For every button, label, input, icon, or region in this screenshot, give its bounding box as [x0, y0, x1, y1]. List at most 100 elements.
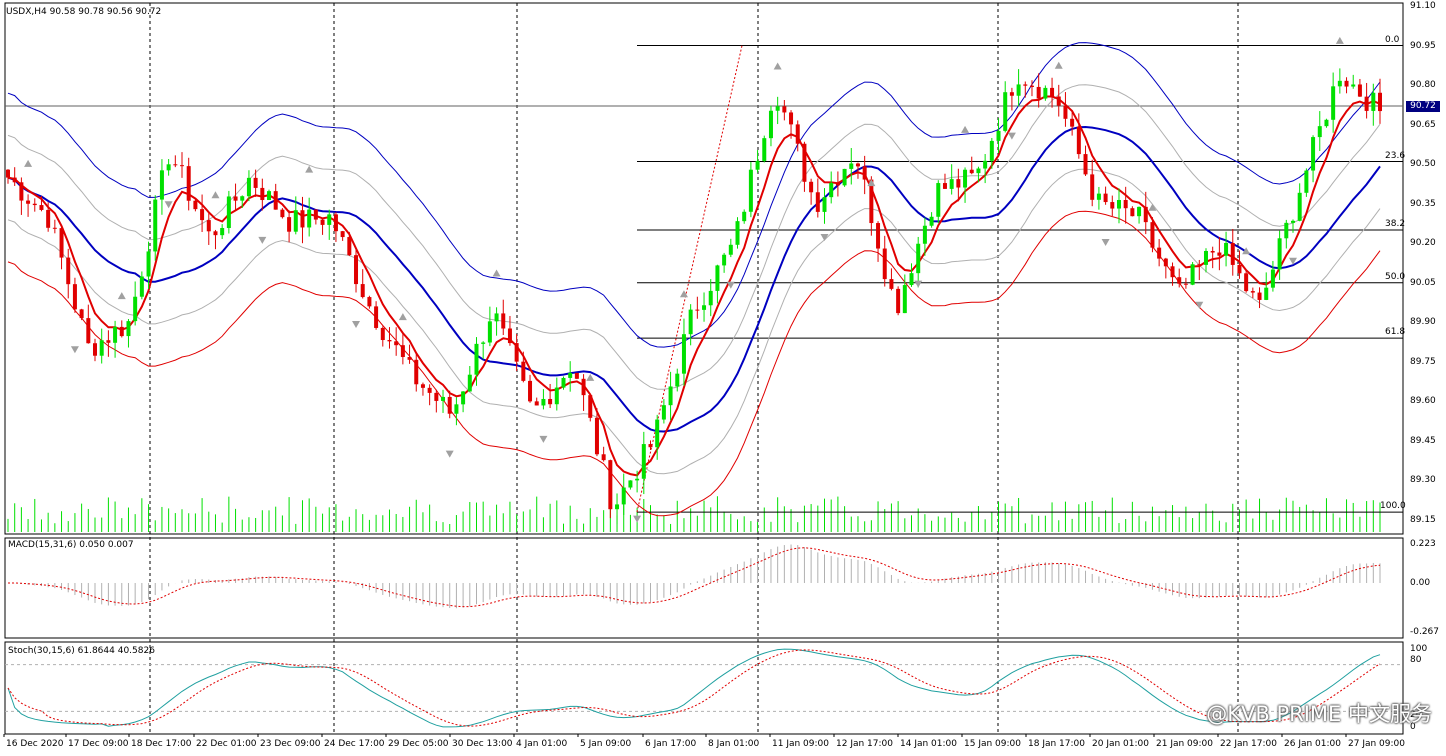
- fractal-up-arrow: [586, 373, 595, 381]
- candle-body: [521, 361, 526, 381]
- candle-body: [6, 169, 10, 178]
- candle-body: [1344, 80, 1349, 87]
- candle-body: [394, 341, 399, 346]
- candle-body: [1324, 119, 1329, 127]
- candle-body: [708, 290, 713, 306]
- candle-body: [1137, 206, 1142, 217]
- bollinger-upper: [7, 42, 1381, 348]
- candle-body: [1297, 192, 1302, 221]
- fib-level-label: 38.2: [1385, 219, 1406, 230]
- candle-body: [1116, 199, 1121, 209]
- candle-body: [220, 228, 225, 236]
- candle-body: [293, 210, 298, 232]
- time-tick: 22 Dec 01:00: [196, 739, 257, 749]
- candle-body: [534, 401, 539, 406]
- time-tick: 14 Jan 01:00: [900, 739, 957, 749]
- candle-body: [146, 251, 151, 277]
- candle-body: [1197, 264, 1202, 266]
- price-tick: 89.30: [1410, 475, 1436, 486]
- candle-body: [119, 326, 124, 337]
- fractal-down-arrow: [539, 435, 548, 443]
- price-tick: 90.05: [1410, 277, 1436, 288]
- time-tick: 18 Dec 17:00: [131, 739, 192, 749]
- candle-body: [748, 169, 753, 212]
- candle-body: [561, 377, 566, 388]
- candle-body: [1230, 242, 1235, 265]
- candle-body: [267, 191, 272, 201]
- fib-level-label: 50.0: [1385, 271, 1406, 282]
- candle-body: [1203, 251, 1208, 265]
- candle-body: [501, 313, 506, 329]
- candle-body: [1083, 154, 1088, 175]
- candle-body: [722, 254, 727, 266]
- candle-body: [1070, 118, 1075, 127]
- candle-body: [434, 392, 439, 401]
- candle-body: [126, 321, 131, 337]
- candle-body: [374, 306, 379, 328]
- time-tick: 27 Jan 09:00: [1348, 739, 1405, 749]
- candle-body: [615, 504, 620, 510]
- candle-body: [1210, 251, 1215, 253]
- stoch-tick: 100: [1410, 644, 1428, 654]
- candle-body: [929, 216, 934, 226]
- candle-body: [233, 196, 238, 201]
- candle-body: [487, 321, 492, 343]
- time-tick: 18 Jan 17:00: [1028, 739, 1085, 749]
- candle-body: [1244, 273, 1249, 292]
- candle-body: [32, 203, 37, 206]
- macd-pane-frame: [4, 537, 1404, 639]
- time-tick: 15 Jan 09:00: [964, 739, 1021, 749]
- time-tick: 23 Dec 09:00: [260, 739, 321, 749]
- candle-body: [661, 405, 666, 420]
- candle-body: [1290, 220, 1295, 223]
- fractal-up-arrow: [1148, 203, 1157, 211]
- candle-body: [1103, 193, 1108, 203]
- candle-body: [1217, 252, 1222, 256]
- time-tick: 21 Jan 09:00: [1156, 739, 1213, 749]
- macd-tick: 0.223: [1410, 539, 1436, 549]
- candle-body: [942, 183, 947, 189]
- candle-body: [1063, 105, 1068, 119]
- candle-body: [93, 343, 98, 356]
- time-tick: 6 Jan 17:00: [645, 739, 697, 749]
- candle-body: [528, 380, 533, 402]
- candle-body: [19, 182, 24, 201]
- candle-body: [1304, 170, 1309, 193]
- candle-body: [795, 124, 800, 144]
- candle-body: [1311, 137, 1316, 171]
- candle-body: [688, 309, 693, 335]
- candle-body: [1357, 84, 1362, 97]
- candle-body: [681, 334, 686, 374]
- candle-body: [1029, 85, 1034, 87]
- fractal-down-arrow: [1101, 238, 1110, 246]
- candle-body: [554, 387, 559, 405]
- candle-body: [1163, 258, 1168, 267]
- candle-body: [387, 340, 392, 342]
- candle-body: [367, 297, 372, 307]
- candle-body: [79, 309, 84, 319]
- time-tick: 12 Jan 17:00: [836, 739, 893, 749]
- candle-body: [1237, 264, 1242, 274]
- candle-body: [1130, 208, 1135, 217]
- candle-body: [200, 209, 205, 221]
- price-tick: 90.50: [1410, 159, 1436, 170]
- stoch-header: Stoch(30,15,6) 61.8644 40.5826: [8, 646, 155, 656]
- macd-header: MACD(15,31,6) 0.050 0.007: [8, 540, 134, 550]
- fib-level-label: 0.0: [1385, 34, 1400, 45]
- stoch-signal-line: [7, 649, 1381, 727]
- candle-body: [287, 217, 292, 232]
- candle-body: [380, 327, 385, 341]
- candle-body: [253, 177, 258, 188]
- fractal-up-arrow: [961, 125, 970, 133]
- price-tick: 89.15: [1410, 515, 1436, 525]
- candle-body: [742, 211, 747, 222]
- stoch-tick: 20: [1410, 710, 1422, 720]
- candle-body: [1150, 222, 1155, 248]
- candle-body: [474, 343, 479, 375]
- fractal-down-arrow: [1007, 132, 1016, 140]
- candle-body: [1317, 126, 1322, 138]
- candle-body: [467, 374, 472, 392]
- candle-body: [213, 231, 218, 236]
